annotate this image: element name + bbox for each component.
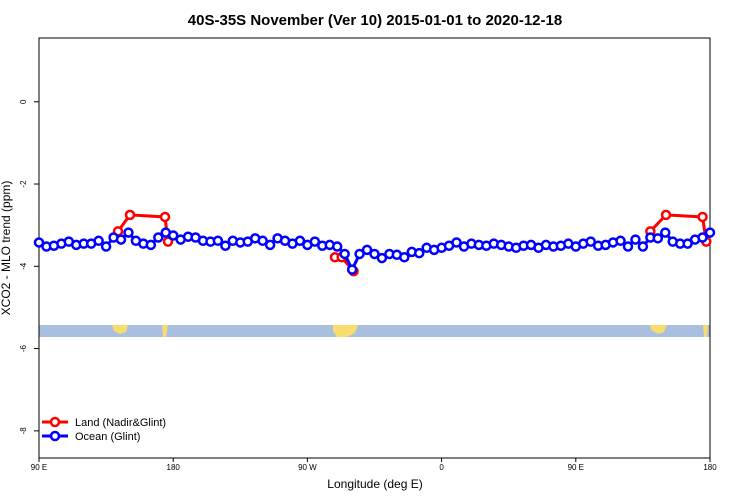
data-point — [115, 234, 127, 245]
x-tick-label: 90 W — [298, 463, 317, 472]
data-point — [354, 248, 365, 260]
data-point — [339, 248, 350, 260]
data-point — [159, 211, 171, 223]
data-point — [697, 232, 708, 243]
data-point — [220, 240, 231, 251]
data-point — [376, 252, 388, 264]
data-point — [630, 234, 641, 245]
x-tick-label: 90 E — [568, 463, 584, 472]
x-tick-label: 90 E — [31, 463, 47, 472]
data-point — [369, 248, 380, 260]
land-map-strip — [39, 325, 710, 337]
data-point — [123, 227, 134, 238]
data-point — [331, 241, 343, 252]
data-point — [264, 239, 276, 251]
land-shape — [650, 325, 667, 334]
x-tick-label: 0 — [439, 463, 444, 472]
x-tick-label: 180 — [167, 463, 181, 472]
y-tick-label: -6 — [19, 344, 28, 352]
land-shape — [333, 325, 358, 337]
data-point — [145, 239, 157, 251]
data-point — [652, 233, 664, 244]
data-point — [585, 236, 596, 247]
data-point — [361, 244, 373, 256]
ocean-strip — [39, 325, 710, 337]
x-axis-label: Longitude (deg E) — [327, 477, 422, 491]
land-shape — [703, 325, 708, 337]
data-point — [451, 237, 462, 248]
y-axis-label: XCO2 - MLO trend (ppm) — [0, 181, 13, 316]
data-point — [124, 209, 136, 221]
data-point — [346, 264, 358, 275]
data-point — [257, 235, 268, 247]
data-point — [100, 241, 112, 252]
data-point — [153, 232, 164, 243]
data-point — [660, 209, 672, 221]
data-point — [33, 237, 45, 248]
data-point — [413, 247, 425, 259]
data-point — [682, 238, 693, 249]
legend-swatch-marker — [49, 416, 61, 428]
data-point — [212, 235, 224, 247]
land-shape — [112, 325, 128, 334]
data-point — [615, 235, 626, 247]
data-point — [660, 227, 671, 238]
data-point — [704, 227, 716, 238]
legend-label: Ocean (Glint) — [75, 431, 140, 443]
data-point — [622, 241, 634, 252]
x-tick-label: 180 — [703, 463, 717, 472]
land-shape — [162, 325, 168, 337]
data-point — [637, 241, 649, 252]
chart-title: 40S-35S November (Ver 10) 2015-01-01 to … — [188, 12, 562, 29]
data-point — [167, 230, 179, 241]
plot-frame — [38, 37, 711, 459]
legend-swatch-marker — [49, 430, 61, 442]
data-point — [162, 236, 174, 247]
data-point — [93, 235, 104, 247]
data-point — [697, 211, 708, 223]
y-tick-label: -2 — [19, 180, 28, 188]
y-tick-label: -8 — [19, 427, 28, 435]
data-point — [399, 252, 410, 263]
legend-label: Land (Nadir&Glint) — [75, 417, 166, 429]
data-point — [309, 236, 321, 247]
y-tick-label: -4 — [19, 262, 28, 270]
y-tick-label: 0 — [19, 99, 28, 104]
data-point — [294, 235, 306, 247]
